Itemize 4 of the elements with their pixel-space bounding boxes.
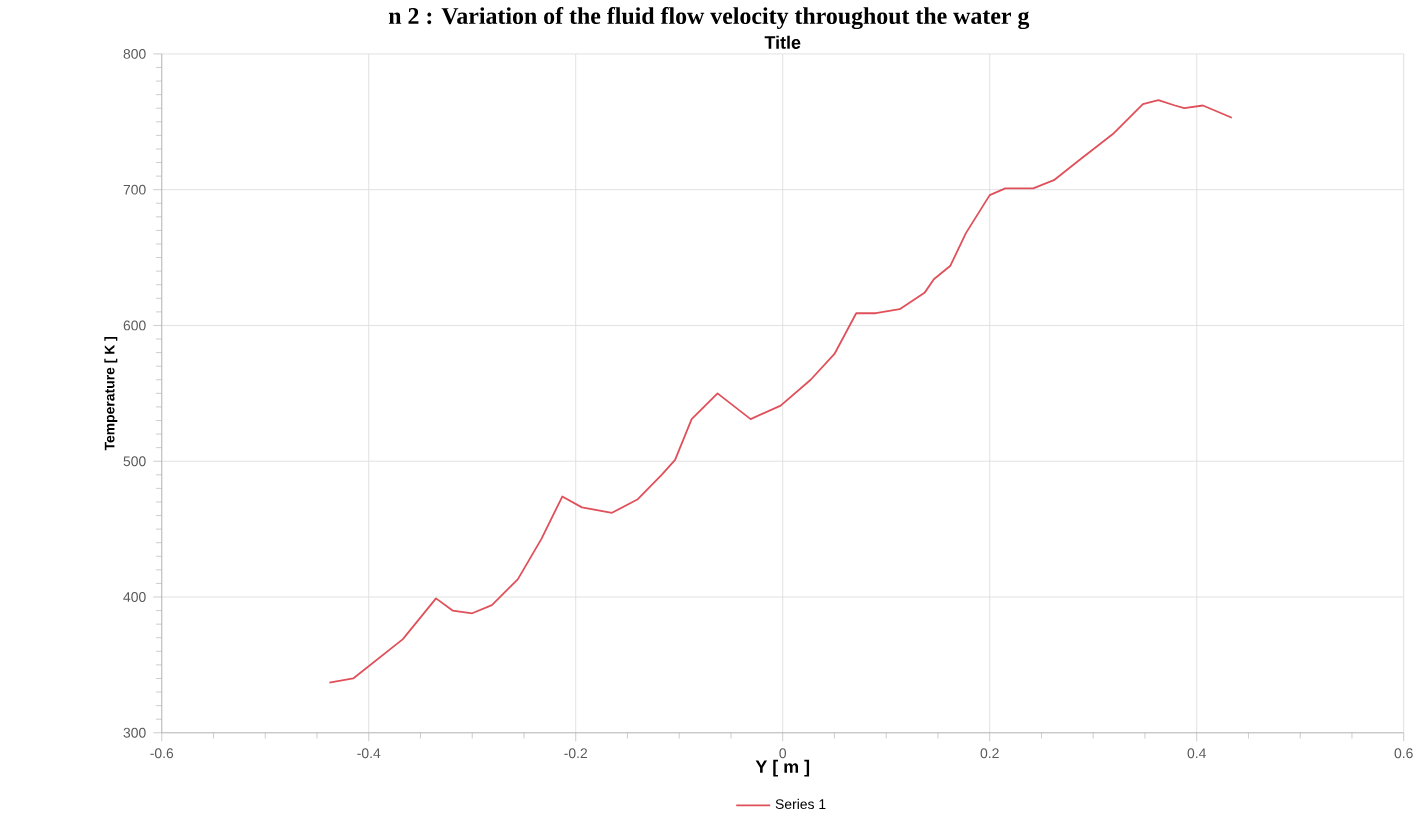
x-axis-title: Y [ m ] — [755, 759, 810, 777]
text: n 2 : Variation of the fluid flow velocity throughout the water g — [388, 6, 1030, 29]
chart-title: Title — [764, 35, 801, 49]
line-series — [328, 98, 1233, 684]
